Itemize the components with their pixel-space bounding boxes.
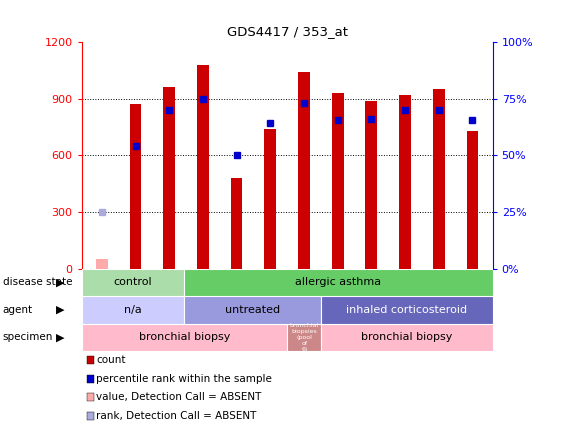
Bar	[82, 324, 287, 351]
Text: count: count	[96, 355, 126, 365]
Text: bronchial
biopsies
(pool
of
6): bronchial biopsies (pool of 6)	[289, 323, 319, 352]
Text: ▶: ▶	[56, 333, 65, 342]
Bar	[96, 259, 108, 269]
Text: percentile rank within the sample: percentile rank within the sample	[96, 374, 272, 384]
Text: GSM397598: GSM397598	[434, 273, 443, 328]
Bar	[332, 93, 343, 269]
Bar	[231, 178, 243, 269]
Text: agent: agent	[3, 305, 33, 315]
Text: bronchial biopsy: bronchial biopsy	[138, 333, 230, 342]
Bar	[185, 296, 321, 324]
Text: specimen: specimen	[3, 333, 53, 342]
Text: ▶: ▶	[56, 305, 65, 315]
Text: GSM397596: GSM397596	[367, 273, 376, 328]
Text: GSM397588: GSM397588	[97, 273, 106, 328]
Text: GSM397594: GSM397594	[300, 273, 309, 328]
Bar	[365, 101, 377, 269]
Bar	[185, 269, 493, 296]
Bar	[82, 296, 185, 324]
Text: allergic asthma: allergic asthma	[296, 278, 382, 287]
Text: disease state: disease state	[3, 278, 72, 287]
Text: GSM397590: GSM397590	[165, 273, 174, 328]
Bar	[321, 324, 493, 351]
Text: inhaled corticosteroid: inhaled corticosteroid	[346, 305, 467, 315]
Text: n/a: n/a	[124, 305, 142, 315]
Bar	[163, 87, 175, 269]
Text: ▶: ▶	[56, 278, 65, 287]
Text: untreated: untreated	[225, 305, 280, 315]
Text: bronchial biopsy: bronchial biopsy	[361, 333, 453, 342]
Text: GSM397592: GSM397592	[232, 273, 241, 328]
Bar	[265, 129, 276, 269]
Text: GSM397595: GSM397595	[333, 273, 342, 328]
Bar	[197, 65, 209, 269]
Bar	[399, 95, 411, 269]
Bar	[129, 104, 141, 269]
Bar	[287, 324, 321, 351]
Text: value, Detection Call = ABSENT: value, Detection Call = ABSENT	[96, 392, 261, 402]
Bar	[433, 89, 445, 269]
Title: GDS4417 / 353_at: GDS4417 / 353_at	[227, 25, 347, 38]
Text: GSM397599: GSM397599	[468, 273, 477, 328]
Bar	[298, 72, 310, 269]
Text: GSM397597: GSM397597	[400, 273, 409, 328]
Text: GSM397593: GSM397593	[266, 273, 275, 328]
Text: GSM397591: GSM397591	[198, 273, 207, 328]
Bar	[467, 131, 479, 269]
Text: rank, Detection Call = ABSENT: rank, Detection Call = ABSENT	[96, 411, 256, 421]
Text: control: control	[114, 278, 153, 287]
Bar	[82, 269, 185, 296]
Text: GSM397589: GSM397589	[131, 273, 140, 328]
Bar	[321, 296, 493, 324]
